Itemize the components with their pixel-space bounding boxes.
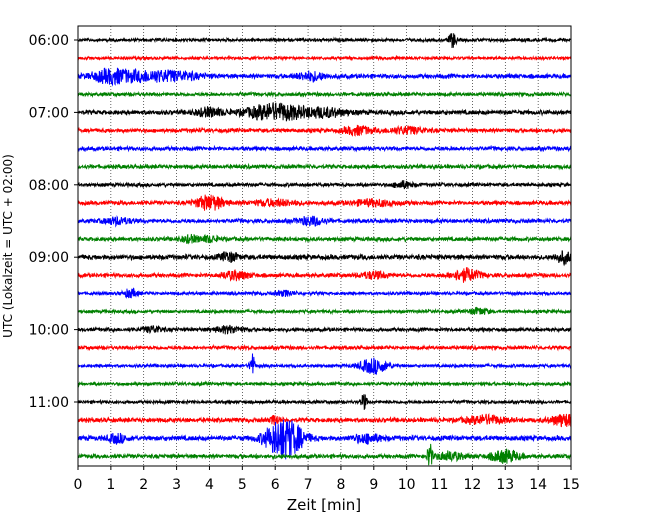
y-tick-label: 08:00 (29, 178, 69, 194)
trace-0615 (78, 54, 571, 62)
x-tick-label: 1 (106, 477, 115, 493)
trace-1145 (78, 443, 571, 466)
trace-0930 (78, 287, 571, 299)
y-tick-label: 06:00 (29, 33, 69, 49)
y-tick-label: 10:00 (29, 323, 69, 339)
x-tick-label: 5 (238, 477, 247, 493)
x-tick-label: 15 (562, 477, 580, 493)
x-tick-label: 2 (139, 477, 148, 493)
trace-1045 (78, 380, 571, 388)
plot-frame (77, 25, 572, 467)
x-grid (110, 26, 539, 466)
trace-1030 (78, 353, 571, 376)
x-tick-label: 7 (304, 477, 313, 493)
trace-0815 (78, 194, 571, 211)
x-tick-label: 3 (172, 477, 181, 493)
trace-0800 (78, 180, 571, 190)
trace-0630 (78, 67, 571, 87)
trace-0600 (78, 33, 571, 48)
trace-0700 (78, 102, 571, 122)
trace-0745 (78, 162, 571, 171)
trace-1000 (78, 324, 571, 335)
x-axis-label: Zeit [min] (287, 496, 361, 514)
x-axis: 0 1 2 3 4 5 6 7 8 9 10 11 12 13 14 15 (74, 466, 580, 493)
trace-0915 (78, 267, 571, 283)
trace-1115 (78, 413, 571, 428)
x-tick-label: 8 (336, 477, 345, 493)
trace-1015 (78, 343, 571, 352)
trace-0645 (78, 90, 571, 99)
trace-1130 (78, 419, 571, 460)
x-tick-label: 11 (431, 477, 449, 493)
x-tick-label: 4 (205, 477, 214, 493)
y-axis: 06:00 07:00 08:00 09:00 10:00 11:00 (29, 33, 78, 411)
y-tick-label: 07:00 (29, 105, 69, 121)
y-tick-label: 09:00 (29, 250, 69, 266)
y-tick-label: 11:00 (29, 395, 69, 411)
trace-0715 (78, 124, 571, 137)
trace-0730 (78, 144, 571, 153)
trace-0845 (78, 233, 571, 245)
x-tick-label: 13 (496, 477, 514, 493)
x-tick-label: 10 (398, 477, 416, 493)
x-tick-label: 14 (529, 477, 547, 493)
y-axis-label: UTC (Lokalzeit = UTC + 02:00) (1, 154, 15, 338)
x-tick-label: 9 (369, 477, 378, 493)
trace-0830 (78, 215, 571, 228)
trace-1100 (78, 394, 571, 410)
x-tick-label: 6 (271, 477, 280, 493)
traces (78, 33, 571, 466)
x-tick-label: 0 (74, 477, 83, 493)
x-tick-label: 12 (463, 477, 481, 493)
trace-0945 (78, 306, 571, 316)
trace-0900 (78, 250, 571, 267)
